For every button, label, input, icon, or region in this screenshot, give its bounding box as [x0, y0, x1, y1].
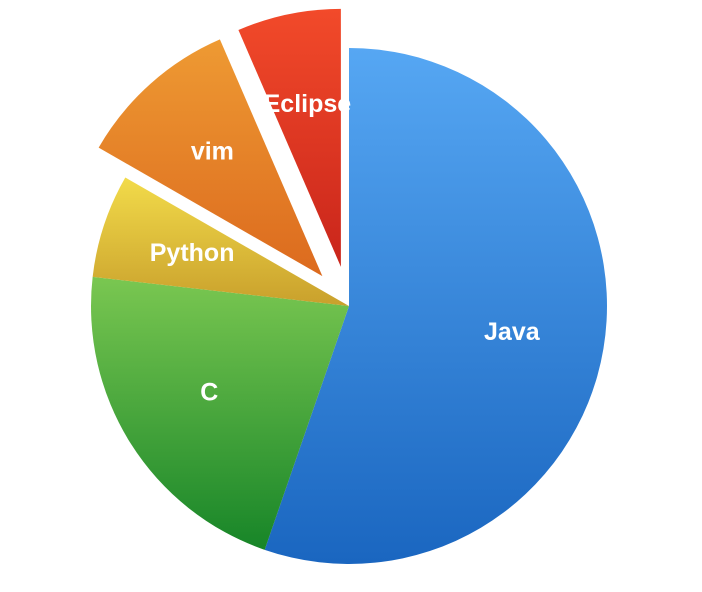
slice-vim — [98, 39, 323, 277]
slice-label-python: Python — [150, 239, 235, 267]
slice-java — [264, 48, 607, 564]
slice-python — [92, 177, 349, 306]
slice-label-vim: vim — [191, 138, 234, 166]
slice-label-c: C — [200, 379, 218, 407]
slice-c — [90, 276, 349, 550]
slice-label-java: Java — [484, 318, 541, 346]
slice-eclipse — [238, 8, 341, 267]
slice-label-eclipse: Eclipse — [264, 90, 352, 118]
pie-slices — [90, 8, 607, 564]
pie-labels: Java C Python vim Eclipse — [150, 90, 541, 407]
